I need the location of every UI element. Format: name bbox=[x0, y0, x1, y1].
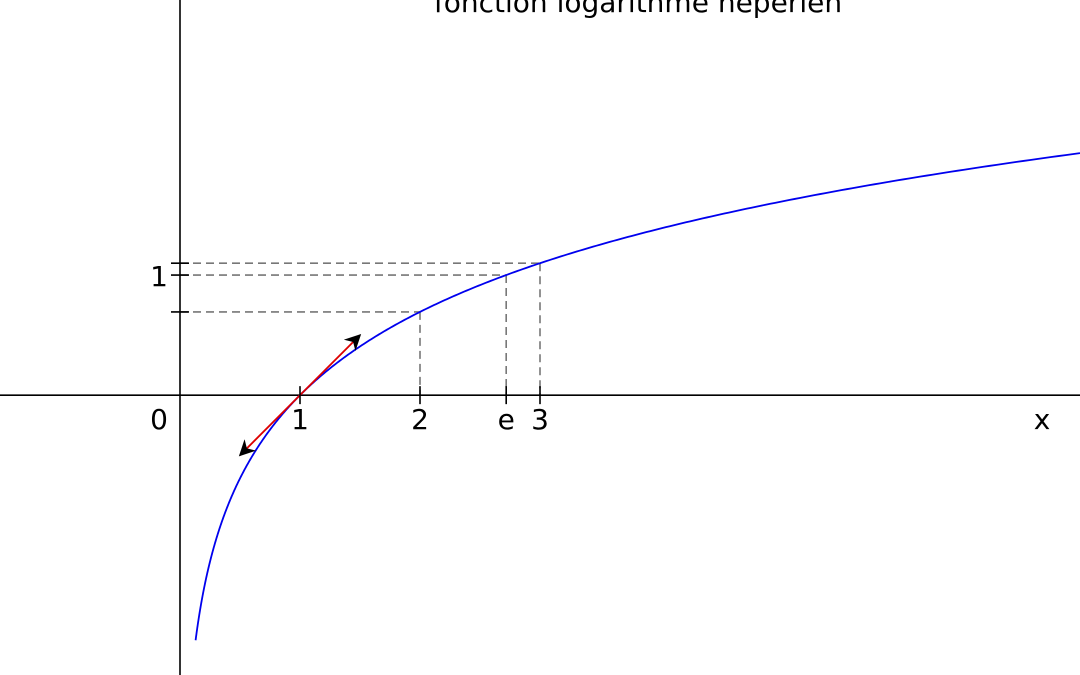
y-tick-label: 1 bbox=[150, 260, 168, 293]
x-tick-label: e bbox=[498, 403, 515, 436]
origin-label: 0 bbox=[150, 403, 168, 436]
x-axis-label: x bbox=[1034, 403, 1051, 436]
x-tick-label: 3 bbox=[531, 403, 549, 436]
tangent-arrow bbox=[299, 333, 362, 396]
chart-title: fonction logarithme népérien bbox=[433, 0, 843, 19]
tangent-arrow bbox=[238, 394, 301, 457]
ln-curve bbox=[194, 152, 1080, 641]
x-tick-label: 2 bbox=[411, 403, 429, 436]
x-tick-label: 1 bbox=[291, 403, 309, 436]
